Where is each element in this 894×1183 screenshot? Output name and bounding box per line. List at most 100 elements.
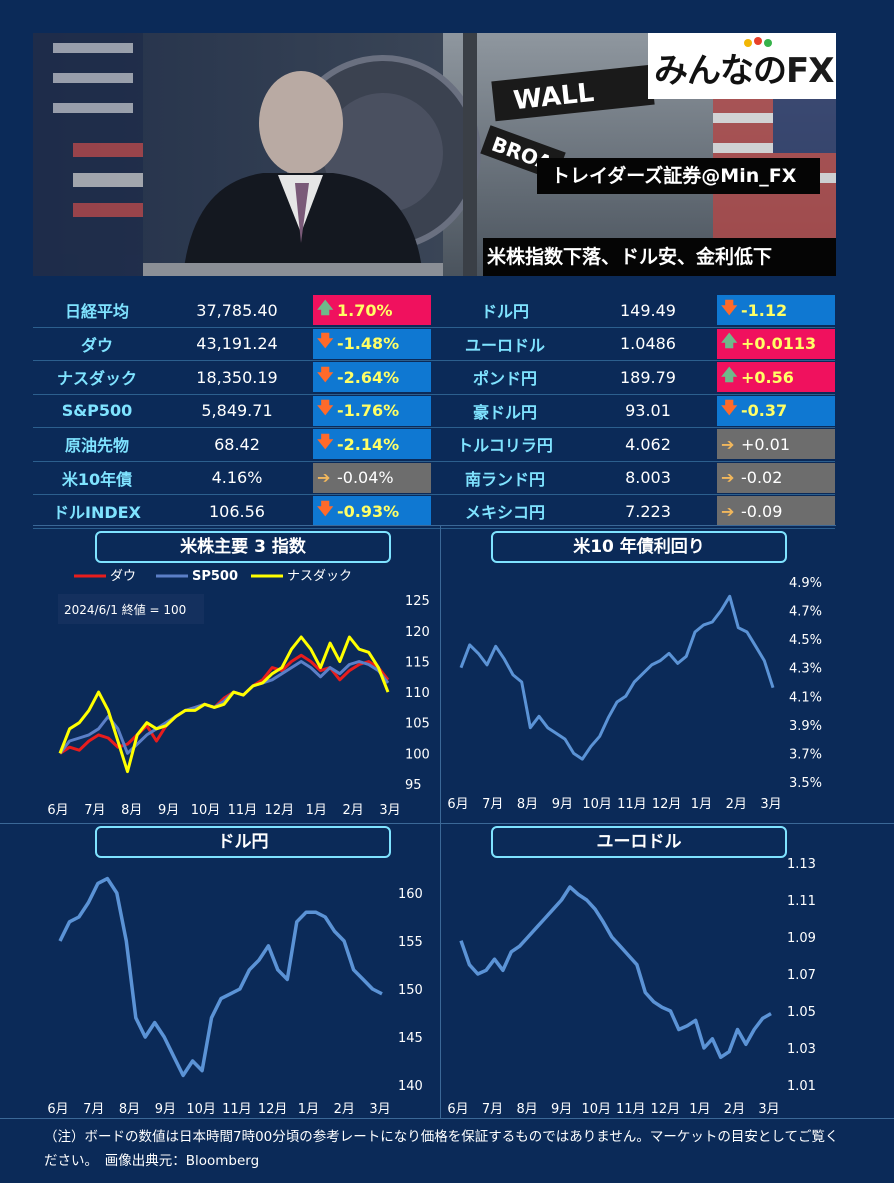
chart-us-indices: ダウ SP500 ナスダック 2024/6/1 終値 = 100 125 120 115 11… [47, 569, 430, 818]
hero-photo-illustration: WALL BROA [33, 33, 836, 276]
instrument-name: 原油先物 [33, 427, 161, 462]
instrument-name: ドル円 [431, 294, 579, 328]
x-tick-label: 3月 [760, 797, 781, 812]
change-cell: ➔ +0.01 [717, 427, 835, 462]
market-board: 日経平均 37,785.40 🡅 1.70% ドル円 149.49 🡇 -1.12 ダウ 43,1… [33, 294, 835, 529]
change-value: -0.37 [741, 401, 788, 421]
y-tick-label: 1.03 [787, 1042, 816, 1057]
change-badge: 🡇 -0.93% [313, 496, 431, 527]
x-tick-label: 3月 [758, 1102, 779, 1117]
chart-eurusd: 1.13 1.11 1.09 1.07 1.05 1.03 1.01 6月 7月 8月 9月 10月 1… [447, 857, 816, 1117]
x-tick-label: 10月 [191, 803, 221, 818]
x-tick-label: 7月 [83, 1102, 104, 1117]
change-cell: 🡇 -1.76% [313, 394, 431, 428]
change-cell: ➔ -0.02 [717, 461, 835, 495]
change-cell: 🡇 -2.64% [313, 360, 431, 395]
note-box [58, 594, 204, 624]
change-badge: 🡇 -0.37 [717, 395, 835, 426]
board-row: ダウ 43,191.24 🡇 -1.48% ユーロドル 1.0486 🡅 +0.0113 [33, 327, 835, 361]
change-badge: 🡅 +0.56 [717, 362, 835, 393]
up-arrow-icon: 🡅 [721, 364, 738, 384]
change-cell: ➔ -0.04% [313, 461, 431, 495]
board-row: 日経平均 37,785.40 🡅 1.70% ドル円 149.49 🡇 -1.12 [33, 294, 835, 328]
change-badge: ➔ -0.04% [313, 462, 431, 493]
x-tick-label: 1月 [689, 1102, 710, 1117]
x-tick-label: 10月 [186, 1102, 216, 1117]
down-arrow-icon: 🡇 [317, 331, 334, 351]
change-badge: 🡇 -2.14% [313, 429, 431, 460]
legend-label: ナスダック [287, 569, 352, 584]
series-line-0 [459, 594, 775, 761]
y-tick-label: 4.9% [789, 576, 822, 591]
change-value: -0.93% [337, 501, 400, 521]
logo-dot-icon [754, 37, 762, 45]
grid-divider [33, 525, 836, 526]
down-arrow-icon: 🡇 [317, 431, 334, 451]
y-tick-label: 3.5% [789, 776, 822, 791]
logo-text: みんなのFX [654, 51, 834, 91]
y-tick-label: 160 [398, 887, 423, 902]
change-value: -0.09 [741, 501, 783, 521]
y-tick-label: 1.01 [787, 1079, 816, 1094]
x-tick-label: 6月 [47, 1102, 68, 1117]
up-arrow-icon: 🡅 [721, 331, 738, 351]
instrument-name: ナスダック [33, 360, 161, 395]
x-tick-label: 3月 [369, 1102, 390, 1117]
down-arrow-icon: 🡇 [317, 364, 334, 384]
change-badge: 🡅 1.70% [313, 295, 431, 326]
legend-label: ダウ [110, 569, 136, 584]
x-tick-label: 1月 [691, 797, 712, 812]
right-arrow-icon: ➔ [721, 501, 735, 521]
change-value: -1.76% [337, 401, 400, 421]
y-tick-label: 1.05 [787, 1005, 816, 1020]
instrument-name: 南ランド円 [431, 461, 579, 495]
y-tick-label: 4.7% [789, 605, 822, 620]
change-cell: 🡅 +0.0113 [717, 327, 835, 361]
y-tick-label: 115 [405, 655, 430, 670]
x-tick-label: 8月 [119, 1102, 140, 1117]
instrument-value: 106.56 [161, 494, 313, 529]
change-cell: 🡅 +0.56 [717, 360, 835, 395]
x-tick-label: 2月 [342, 803, 363, 818]
change-cell: 🡇 -0.93% [313, 494, 431, 529]
footnote: （注）ボードの数値は日本時間7時00分頃の参考レートになり価格を保証するものでは… [44, 1129, 839, 1169]
x-tick-label: 10月 [582, 797, 612, 812]
x-tick-label: 2月 [724, 1102, 745, 1117]
headline-caption: 米株指数下落、ドル安、金利低下 [483, 238, 836, 276]
series-line-0 [459, 885, 772, 1060]
board-row: 米10年債 4.16% ➔ -0.04% 南ランド円 8.003 ➔ -0.02 [33, 461, 835, 495]
up-arrow-icon: 🡅 [317, 297, 334, 317]
instrument-name: S&P500 [33, 394, 161, 428]
change-value: -1.12 [741, 300, 788, 320]
instrument-value: 4.16% [161, 461, 313, 495]
x-tick-label: 11月 [222, 1102, 252, 1117]
x-tick-label: 1月 [298, 1102, 319, 1117]
x-tick-label: 7月 [482, 1102, 503, 1117]
change-value: +0.0113 [741, 334, 817, 354]
y-tick-label: 125 [405, 594, 430, 609]
board-row: S&P500 5,849.71 🡇 -1.76% 豪ドル円 93.01 🡇 -0.37 [33, 394, 835, 428]
change-cell: 🡇 -1.48% [313, 327, 431, 361]
logo-dot-icon [744, 39, 752, 47]
y-tick-label: 150 [398, 983, 423, 998]
x-tick-label: 12月 [265, 803, 295, 818]
board-row: 原油先物 68.42 🡇 -2.14% トルコリラ円 4.062 ➔ +0.01 [33, 427, 835, 462]
change-badge: 🡇 -1.12 [717, 295, 835, 326]
x-tick-label: 11月 [616, 1102, 646, 1117]
x-tick-label: 1月 [306, 803, 327, 818]
x-tick-label: 11月 [228, 803, 258, 818]
x-tick-label: 6月 [447, 1102, 468, 1117]
x-tick-label: 8月 [516, 1102, 537, 1117]
change-badge: ➔ +0.01 [717, 429, 835, 460]
grid-divider [440, 525, 441, 1118]
y-tick-label: 4.1% [789, 690, 822, 705]
change-badge: 🡅 +0.0113 [717, 328, 835, 359]
instrument-name: ダウ [33, 327, 161, 361]
down-arrow-icon: 🡇 [317, 498, 334, 518]
account-caption: トレイダーズ証券@Min_FX [537, 158, 820, 194]
instrument-value: 8.003 [579, 461, 717, 495]
chart-us10y: 4.9% 4.7% 4.5% 4.3% 4.1% 3.9% 3.7% 3.5% 6月 7月 8月 9月… [447, 576, 822, 812]
x-tick-label: 7月 [84, 803, 105, 818]
instrument-name: ユーロドル [431, 327, 579, 361]
y-tick-label: 3.9% [789, 719, 822, 734]
